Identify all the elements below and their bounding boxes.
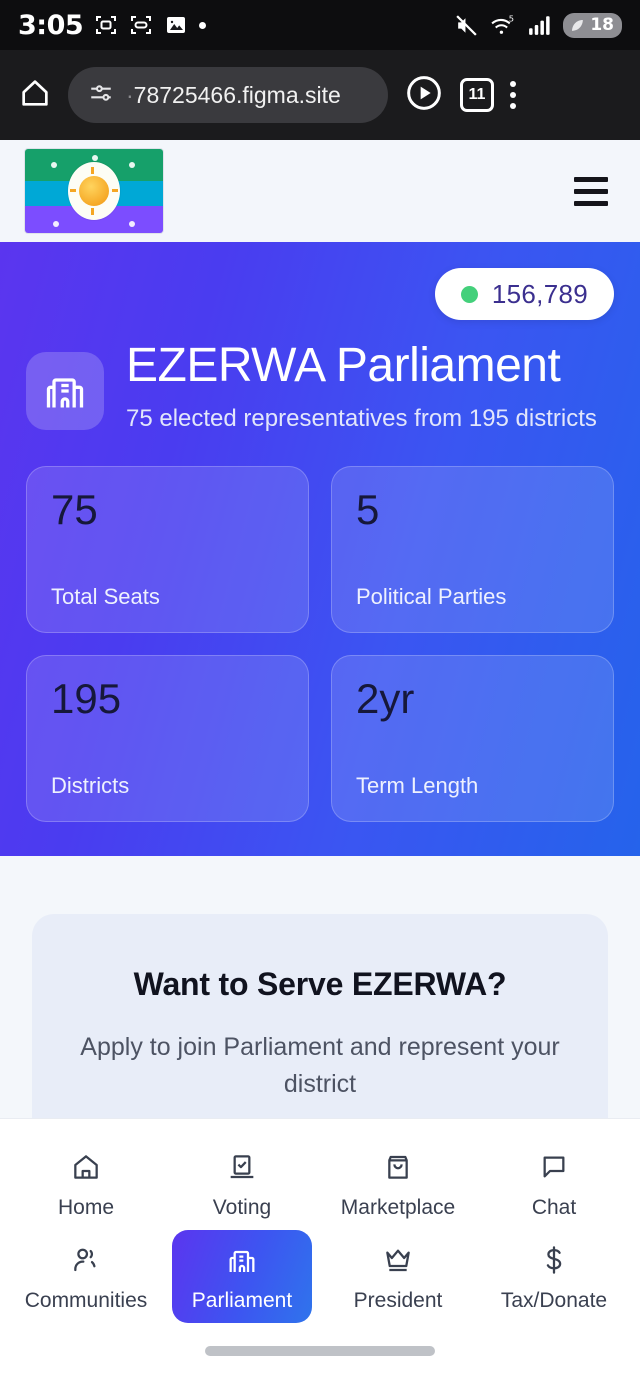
parliament-building-icon (222, 1240, 262, 1280)
status-bar-clock: 3:05 (18, 9, 84, 41)
crown-icon (378, 1240, 418, 1280)
nav-label: Communities (24, 1289, 148, 1312)
kebab-menu-icon[interactable] (510, 81, 516, 109)
nav-item-tax-donate[interactable]: Tax/Donate (484, 1230, 624, 1323)
stat-value: 195 (51, 674, 122, 722)
page-subtitle: 75 elected representatives from 195 dist… (126, 404, 597, 432)
bottom-nav-row-1: Home Voting Marketplace (8, 1137, 632, 1230)
screen-record-icon (129, 13, 153, 37)
chat-bubble-icon (534, 1147, 574, 1187)
live-counter-badge[interactable]: 156,789 (434, 268, 614, 320)
nav-label: Marketplace (340, 1196, 456, 1219)
dollar-sign-icon (534, 1240, 574, 1280)
cta-title: Want to Serve EZERWA? (133, 965, 507, 1002)
stat-value: 2yr (356, 674, 415, 722)
nav-label: Home (57, 1196, 115, 1219)
url-prefix: · (126, 81, 134, 108)
stat-card: 195 Districts (26, 654, 309, 822)
nav-label: Voting (212, 1196, 272, 1219)
ezerwa-flag-logo[interactable] (24, 148, 164, 234)
flag-star (53, 221, 59, 227)
address-bar[interactable]: ·78725466.figma.site (68, 67, 388, 123)
home-indicator[interactable] (205, 1346, 435, 1356)
nav-label: President (353, 1289, 443, 1312)
notification-dot (199, 21, 207, 29)
nav-item-home[interactable]: Home (16, 1137, 156, 1230)
flag-sun-icon (68, 162, 120, 220)
stat-value: 75 (51, 485, 98, 533)
browser-toolbar: ·78725466.figma.site 11 (0, 50, 640, 140)
url-host: 78725466.figma.site (133, 81, 341, 108)
nav-label: Tax/Donate (500, 1289, 608, 1312)
mute-icon (454, 13, 479, 38)
flag-star (51, 162, 57, 168)
tune-icon[interactable] (88, 80, 114, 111)
cta-section: Want to Serve EZERWA? Apply to join Parl… (0, 855, 640, 1118)
screenshot-icon (94, 13, 118, 37)
stat-card: 5 Political Parties (331, 465, 614, 633)
shopping-bag-icon (378, 1147, 418, 1187)
parliament-building-icon (26, 352, 104, 430)
stat-label: Term Length (356, 772, 479, 798)
signal-icon (528, 14, 552, 36)
flag-star (92, 155, 98, 161)
wifi-icon: 5 (490, 13, 517, 38)
hero-texts: EZERWA Parliament 75 elected representat… (126, 340, 614, 434)
hero-section: 156,789 EZERWA Parliament 75 elected rep… (0, 242, 640, 856)
page-title: EZERWA Parliament (126, 339, 561, 392)
nav-item-president[interactable]: President (328, 1230, 468, 1323)
svg-text:5: 5 (509, 13, 514, 23)
photo-icon (164, 13, 188, 37)
nav-label: Parliament (191, 1289, 293, 1312)
nav-item-parliament[interactable]: Parliament (172, 1230, 312, 1323)
url-text[interactable]: ·78725466.figma.site (126, 82, 341, 109)
cta-subtitle: Apply to join Parliament and represent y… (80, 1032, 560, 1099)
home-icon (66, 1147, 106, 1187)
battery-icon: 18 (563, 12, 622, 38)
stat-label: Political Parties (356, 583, 507, 609)
tab-counter[interactable]: 11 (460, 78, 494, 112)
nav-item-marketplace[interactable]: Marketplace (328, 1137, 468, 1230)
live-status-dot (460, 285, 478, 303)
nav-item-voting[interactable]: Voting (172, 1137, 312, 1230)
stat-label: Total Seats (51, 583, 160, 609)
nav-label: Chat (531, 1196, 577, 1219)
nav-item-chat[interactable]: Chat (484, 1137, 624, 1230)
stats-grid: 75 Total Seats 5 Political Parties 195 D… (26, 465, 614, 822)
status-bar-left: 3:05 (18, 9, 207, 41)
android-status-bar: 3:05 (0, 0, 640, 50)
home-indicator-area (0, 1329, 640, 1373)
bottom-navigation: Home Voting Marketplace (0, 1118, 640, 1329)
hamburger-menu[interactable] (566, 169, 616, 214)
flag-star (129, 221, 135, 227)
stat-value: 5 (356, 485, 380, 533)
ballot-box-icon (222, 1147, 262, 1187)
stat-label: Districts (51, 772, 130, 798)
people-icon (66, 1240, 106, 1280)
bottom-nav-row-2: Communities Parliament (8, 1230, 632, 1323)
hero-title-row: EZERWA Parliament 75 elected representat… (26, 340, 614, 434)
play-circle-icon[interactable] (404, 73, 444, 118)
nav-item-communities[interactable]: Communities (16, 1230, 156, 1323)
stat-card: 75 Total Seats (26, 465, 309, 633)
stat-card: 2yr Term Length (331, 654, 614, 822)
flag-star (129, 162, 135, 168)
status-bar-right: 5 18 (454, 12, 622, 38)
battery-level: 18 (590, 15, 614, 35)
site-header (0, 140, 640, 242)
home-icon[interactable] (18, 76, 52, 115)
cta-card: Want to Serve EZERWA? Apply to join Parl… (32, 913, 608, 1118)
live-counter-value: 156,789 (491, 278, 588, 309)
